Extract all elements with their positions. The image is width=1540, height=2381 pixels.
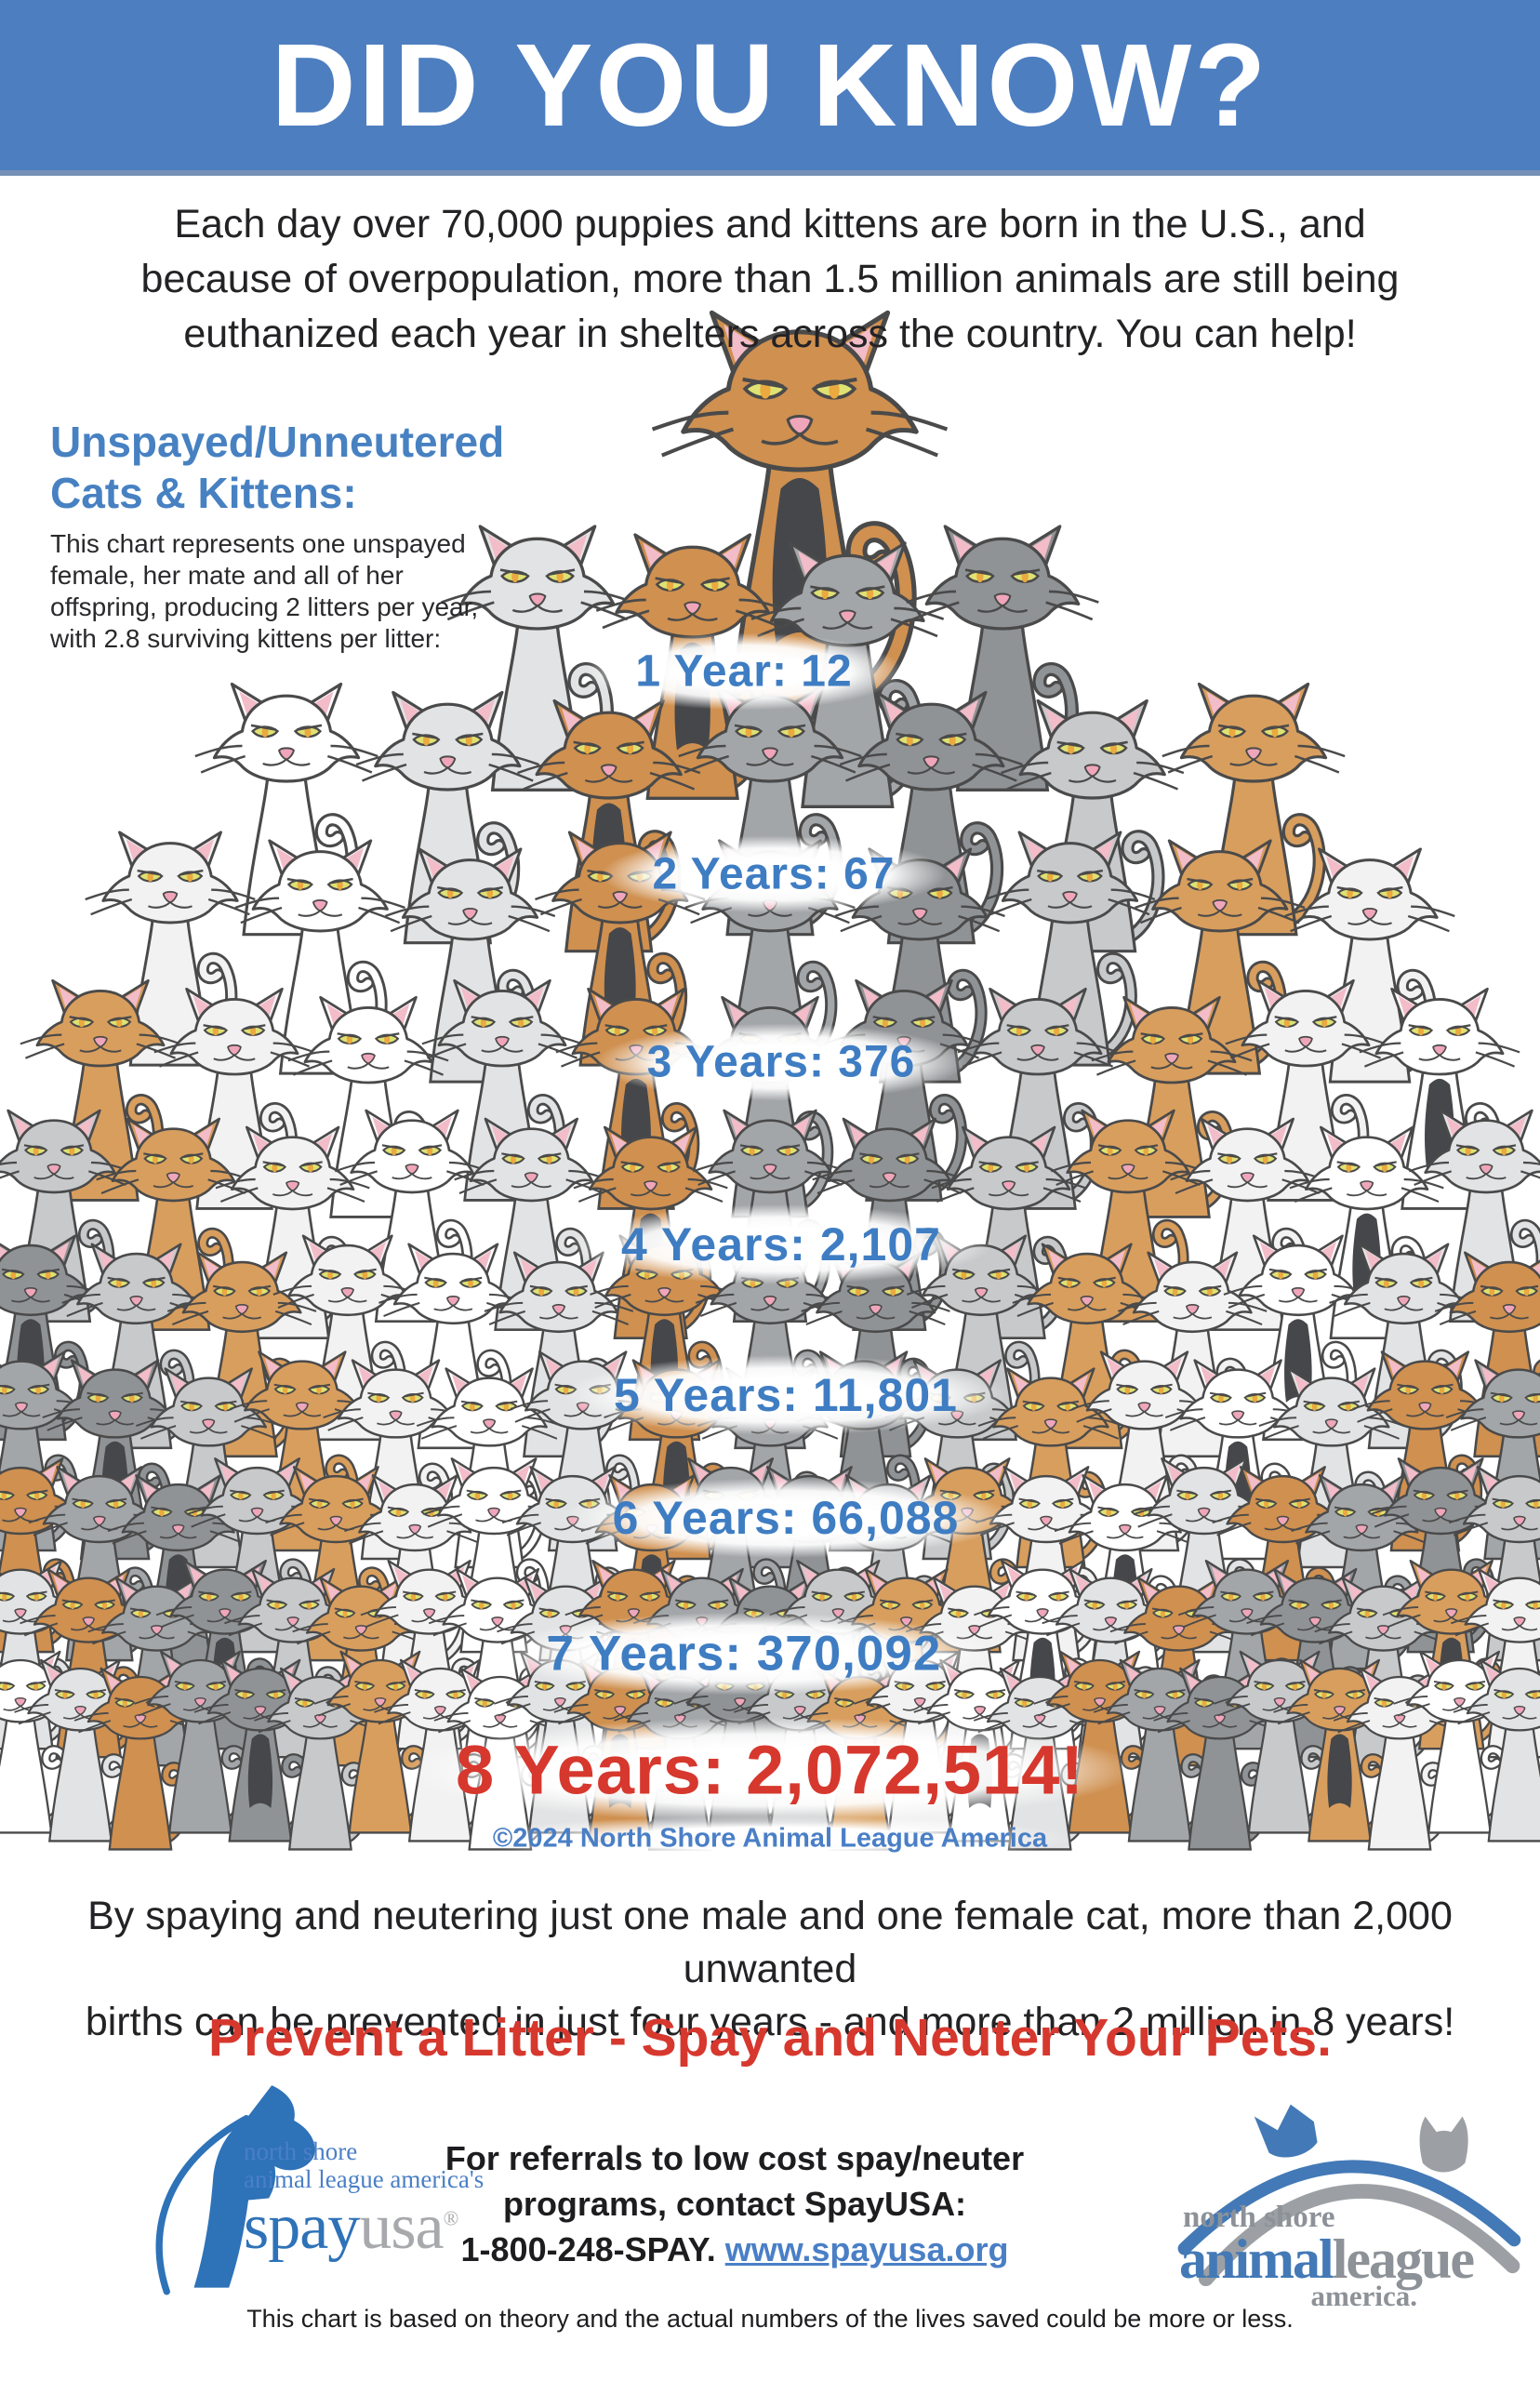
intro-paragraph: Each day over 70,000 puppies and kittens… xyxy=(0,197,1540,362)
pyramid-label-year-3: 3 Years: 376 xyxy=(595,1023,967,1101)
page-title: DID YOU KNOW? xyxy=(271,20,1269,151)
cta-headline: Prevent a Litter - Spay and Neuter Your … xyxy=(208,2008,1332,2068)
contact-line3: 1-800-248-SPAY. www.spayusa.org xyxy=(437,2227,1032,2272)
contact-phone: 1-800-248-SPAY. xyxy=(460,2230,716,2268)
pyramid-label-year-4: 4 Years: 2,107 xyxy=(570,1204,992,1284)
spayusa-word: spayusa® xyxy=(244,2191,458,2263)
spayusa-line2: animal league america's xyxy=(244,2165,485,2193)
chart-description: This chart represents one unspayed femal… xyxy=(50,529,479,653)
pyramid-label-year-5: 5 Years: 11,801 xyxy=(563,1355,1009,1435)
pyramid-label-year-1: 1 Year: 12 xyxy=(584,632,904,711)
intro-line: because of overpopulation, more than 1.5… xyxy=(140,257,1400,301)
nsala-line2: animalleague xyxy=(1179,2228,1475,2290)
spayusa-line1: north shore xyxy=(244,2137,358,2165)
nsala-logo-icon xyxy=(1177,2104,1521,2287)
contact-line2: programs, contact SpayUSA: xyxy=(502,2185,967,2223)
contact-line1: For referrals to low cost spay/neuter xyxy=(445,2139,1025,2177)
header-banner: DID YOU KNOW? xyxy=(0,0,1540,176)
outro-paragraph: By spaying and neutering just one male a… xyxy=(0,1890,1540,2049)
nsala-wordmark: north shore animalleague america. xyxy=(1179,2201,1475,2312)
registered-mark: ® xyxy=(443,2206,459,2230)
pyramid-label-year-7: 7 Years: 370,092 xyxy=(495,1612,993,1696)
spayusa-dog-logo-icon xyxy=(155,2085,315,2295)
spayusa-wordmark: north shore animal league america's spay… xyxy=(244,2139,484,2260)
copyright-line: ©2024 North Shore Animal League America xyxy=(464,1816,1076,1862)
nsala-line1: north shore xyxy=(1183,2201,1335,2234)
pyramid-label-year-8: 8 Years: 2,072,514! xyxy=(405,1717,1135,1823)
disclaimer-text: This chart is based on theory and the ac… xyxy=(246,2305,1294,2333)
pyramid-label-year-2: 2 Years: 67 xyxy=(601,835,947,913)
chart-intro-block: Unspayed/Unneutered Cats & Kittens: This… xyxy=(50,417,524,655)
outro-line: By spaying and neutering just one male a… xyxy=(87,1894,1453,1991)
nsala-line3: america. xyxy=(1310,2280,1418,2312)
contact-block: For referrals to low cost spay/neuter pr… xyxy=(437,2135,1032,2272)
intro-line: Each day over 70,000 puppies and kittens… xyxy=(174,202,1366,246)
spayusa-link[interactable]: www.spayusa.org xyxy=(724,2230,1009,2268)
outro-line: births can be prevented in just four yea… xyxy=(85,2000,1455,2044)
cat-pyramid-illustration: 1 Year: 12 2 Years: 67 3 Years: 376 4 Ye… xyxy=(0,0,1540,1862)
pyramid-label-year-6: 6 Years: 66,088 xyxy=(561,1478,1011,1558)
chart-heading: Unspayed/Unneutered Cats & Kittens: xyxy=(50,418,505,517)
intro-line: euthanized each year in shelters across … xyxy=(183,312,1357,356)
